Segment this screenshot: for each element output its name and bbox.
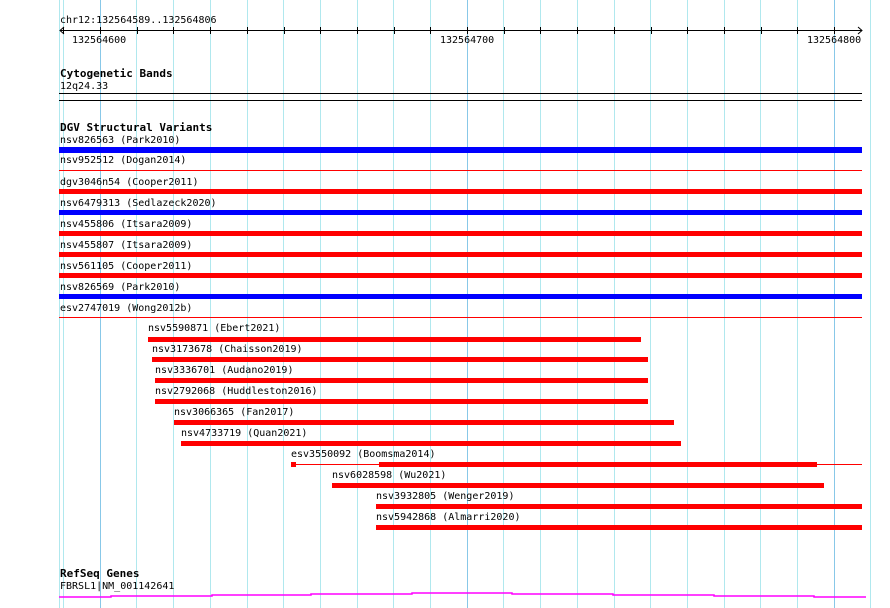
gene-label: FBRSL1|NM_001142641 [60,581,175,592]
grid-line [357,0,358,608]
grid-line [614,0,615,608]
sv-feature-bar[interactable] [59,210,862,215]
grid-line [834,0,835,608]
grid-line [63,0,64,608]
grid-line [503,0,504,608]
grid-line [760,0,761,608]
grid-line [136,0,137,608]
sv-feature-bar[interactable] [376,504,862,509]
track-title-refseq: RefSeq Genes [60,567,140,580]
sv-feature-bar[interactable] [59,170,862,171]
ruler[interactable] [0,0,890,50]
gene-model[interactable] [0,590,890,602]
sv-feature-bar[interactable] [181,441,681,446]
grid-line [320,0,321,608]
track-title-cytoband: Cytogenetic Bands [60,67,173,80]
sv-feature-bar[interactable] [152,357,648,362]
ruler-tick-label: 132564700 [440,35,495,46]
grid-line [870,0,871,608]
grid-line [650,0,651,608]
sv-feature-bar[interactable] [59,252,862,257]
track-divider [59,100,862,101]
sv-feature-label: esv2747019 (Wong2012b) [60,303,193,314]
grid-line [283,0,284,608]
sv-feature-label: dgv3046n54 (Cooper2011) [60,177,199,188]
sv-feature-label: nsv561105 (Cooper2011) [60,261,193,272]
sv-feature-bar[interactable] [59,273,862,278]
sv-feature-label: nsv3336701 (Audano2019) [155,365,294,376]
sv-feature-label: nsv5942868 (Almarri2020) [376,512,521,523]
grid-line [100,0,101,608]
sv-feature-label: nsv3932805 (Wenger2019) [376,491,515,502]
sv-feature-bar[interactable] [59,294,862,299]
sv-feature-label: nsv455806 (Itsara2009) [60,219,193,230]
scroll-left-icon [59,26,65,35]
sv-feature-label: nsv3173678 (Chaisson2019) [152,344,303,355]
sv-feature-label: nsv2792068 (Huddleston2016) [155,386,318,397]
grid-line [540,0,541,608]
sv-feature-bar[interactable] [376,525,862,530]
sv-feature-label: nsv4733719 (Quan2021) [181,428,308,439]
sv-feature-label: nsv455807 (Itsara2009) [60,240,193,251]
sv-feature-label: nsv826563 (Park2010) [60,135,181,146]
grid-line [393,0,394,608]
sv-feature-block[interactable] [291,462,296,467]
grid-line [173,0,174,608]
cytoband-bar[interactable] [59,93,862,94]
grid-line [577,0,578,608]
ruler-tick-label: 132564800 [807,35,862,46]
track-title-dgv: DGV Structural Variants [60,121,213,134]
sv-feature-bar[interactable] [155,378,648,383]
grid-line [247,0,248,608]
grid-line [797,0,798,608]
sv-feature-label: nsv5590871 (Ebert2021) [148,323,281,334]
sv-feature-bar[interactable] [59,317,862,318]
sv-feature-label: nsv6479313 (Sedlazeck2020) [60,198,217,209]
sv-feature-bar[interactable] [59,147,862,153]
sv-feature-bar[interactable] [148,337,641,342]
grid-line [687,0,688,608]
sv-feature-label: esv3550092 (Boomsma2014) [291,449,436,460]
grid-line [724,0,725,608]
sv-feature-bar[interactable] [174,420,674,425]
sv-feature-bar[interactable] [59,231,862,236]
grid-line [59,0,60,608]
cytoband-label: 12q24.33 [60,81,109,92]
sv-feature-label: nsv826569 (Park2010) [60,282,181,293]
ruler-tick-label: 132564600 [72,35,127,46]
sv-feature-bar[interactable] [155,399,648,404]
grid-line [467,0,468,608]
region-label: chr12:132564589..132564806 [60,15,217,26]
sv-feature-label: nsv3066365 (Fan2017) [174,407,295,418]
sv-feature-bar[interactable] [59,189,862,194]
sv-feature-label: nsv6028598 (Wu2021) [332,470,447,481]
scroll-right-icon [857,26,863,35]
sv-feature-label: nsv952512 (Dogan2014) [60,155,187,166]
grid-line [430,0,431,608]
grid-line [210,0,211,608]
sv-feature-bar[interactable] [332,483,824,488]
sv-feature-bar[interactable] [379,462,817,467]
